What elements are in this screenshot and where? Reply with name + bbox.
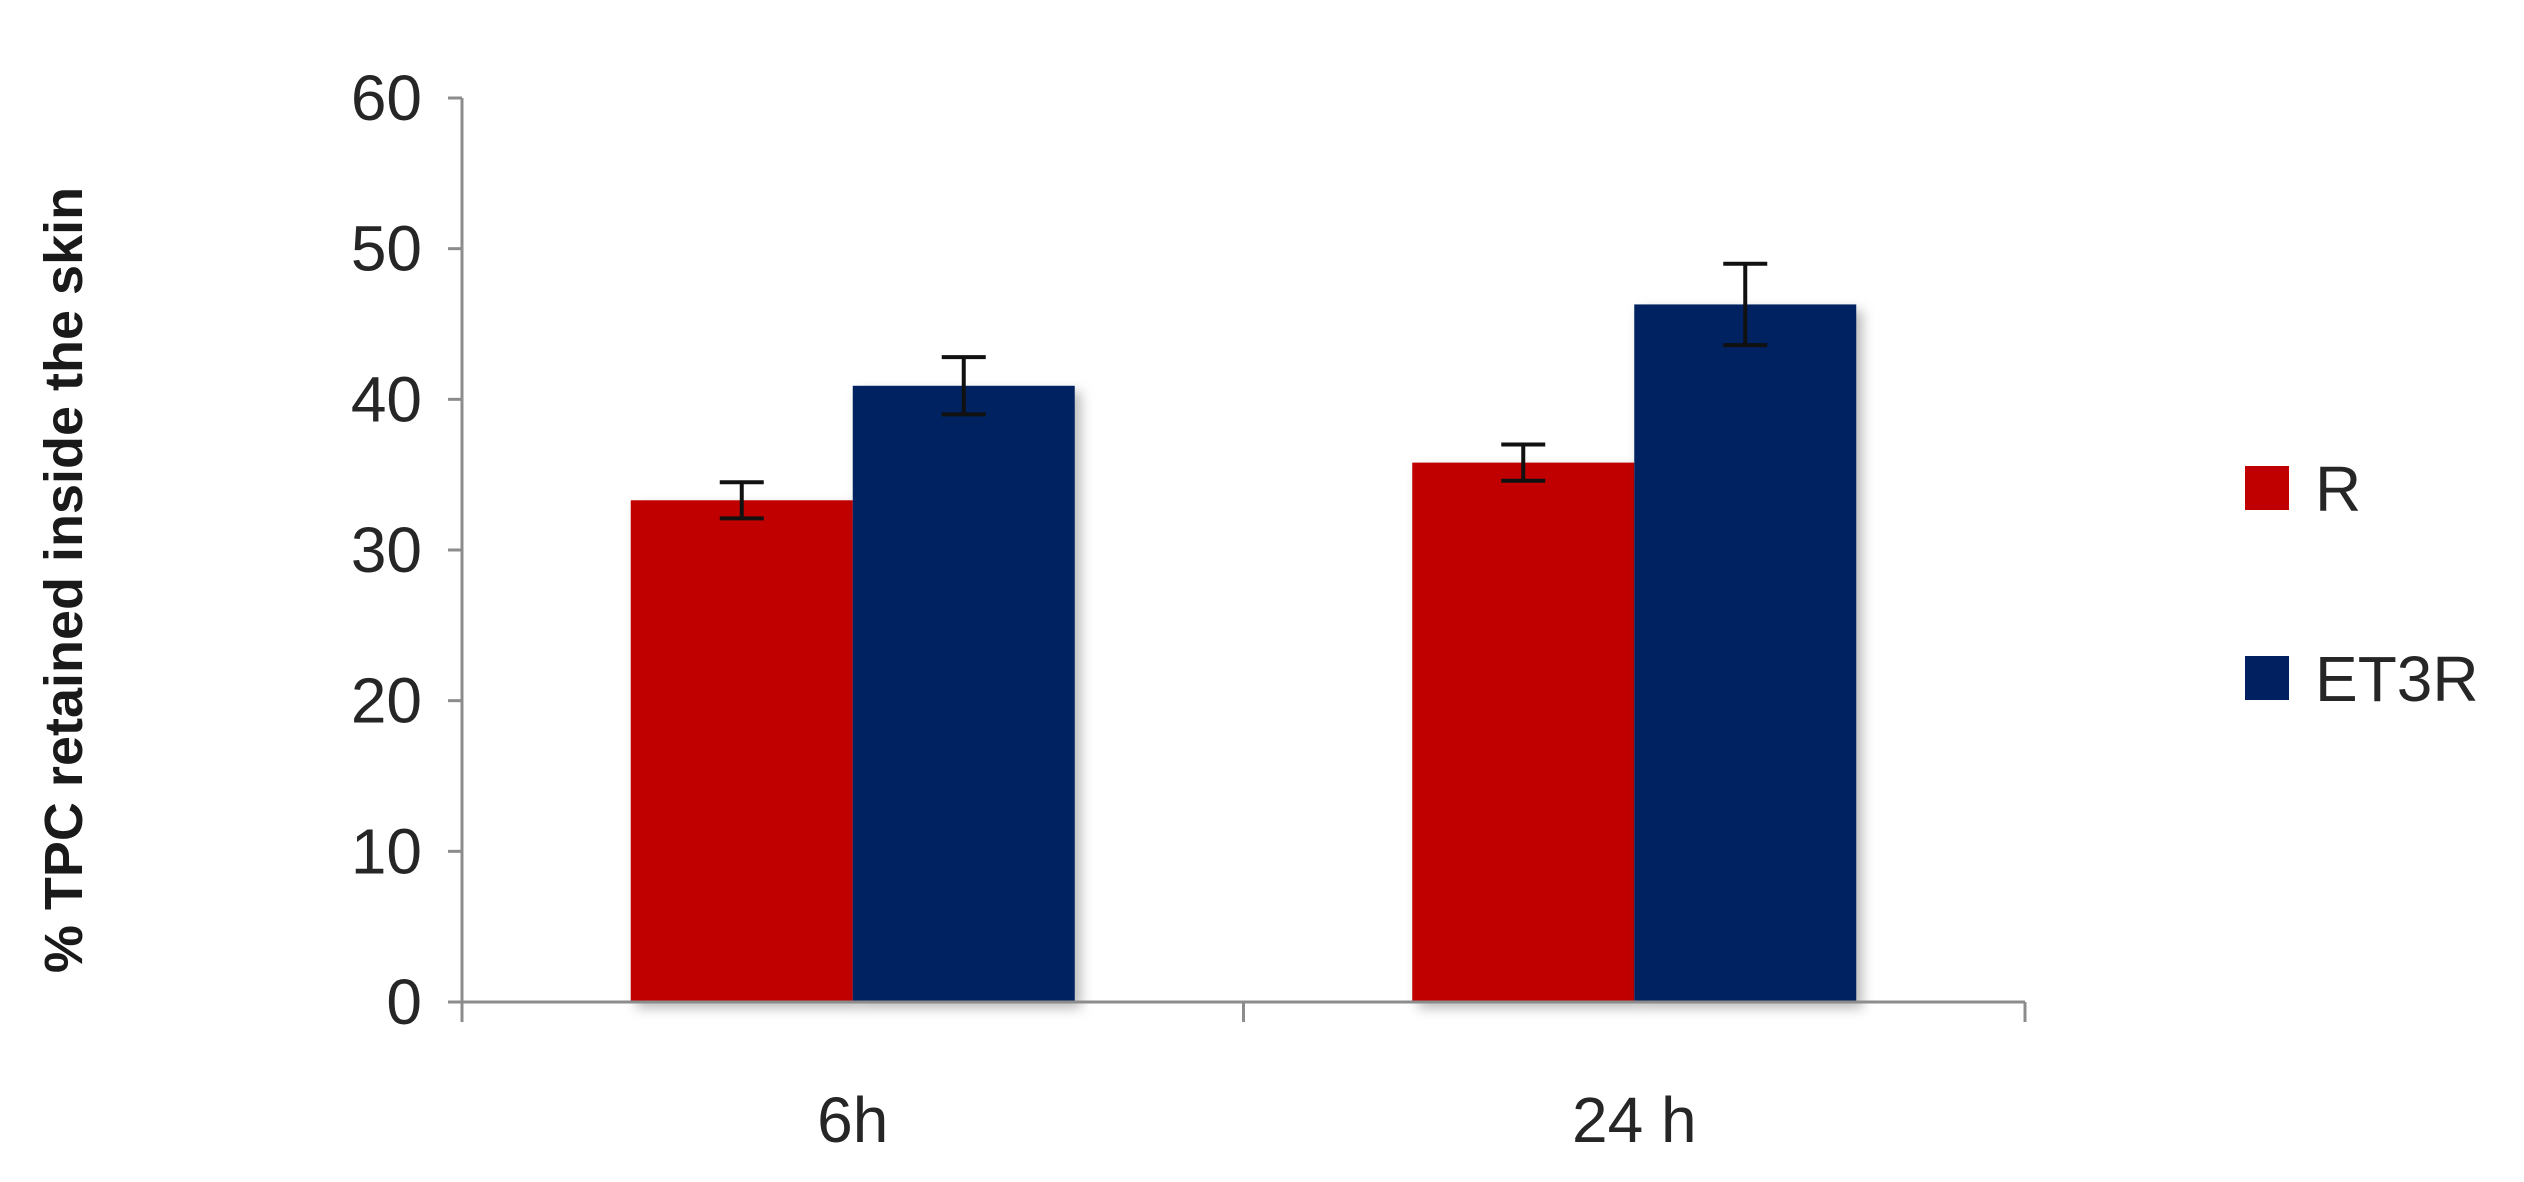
y-tick-label: 50 (351, 213, 422, 285)
bar-r-1 (630, 500, 853, 1002)
error-bars (719, 261, 1768, 521)
error-bar-et3r-2 (1723, 261, 1768, 348)
y-axis-ticks: 0 10 20 30 40 50 60 (351, 62, 462, 1038)
y-axis-label: % TPC retained inside the skin (34, 187, 94, 973)
error-bar-r-1 (719, 480, 764, 521)
y-tick-label: 20 (351, 665, 422, 737)
legend-swatch-r (2245, 466, 2289, 510)
y-tick-label: 0 (386, 966, 422, 1038)
bar-et3r-2 (1634, 304, 1857, 1002)
error-bar-et3r-1 (941, 355, 986, 417)
y-tick-label: 60 (351, 62, 422, 134)
error-bar-r-2 (1501, 442, 1546, 483)
y-tick-label: 10 (351, 815, 422, 887)
y-tick-label: 30 (351, 514, 422, 586)
legend: R ET3R (2245, 453, 2479, 715)
x-tick-label: 6h (817, 1084, 888, 1156)
x-axis-ticks: 6h 24 h (460, 1002, 2027, 1156)
axes (460, 98, 2025, 1004)
y-tick-label: 40 (351, 363, 422, 435)
legend-label-et3r: ET3R (2315, 643, 2479, 715)
x-tick-label: 24 h (1572, 1084, 1697, 1156)
legend-swatch-et3r (2245, 656, 2289, 700)
bars (630, 304, 1857, 1003)
bar-r-2 (1412, 462, 1635, 1002)
legend-label-r: R (2315, 453, 2361, 525)
bar-et3r-1 (852, 385, 1075, 1003)
